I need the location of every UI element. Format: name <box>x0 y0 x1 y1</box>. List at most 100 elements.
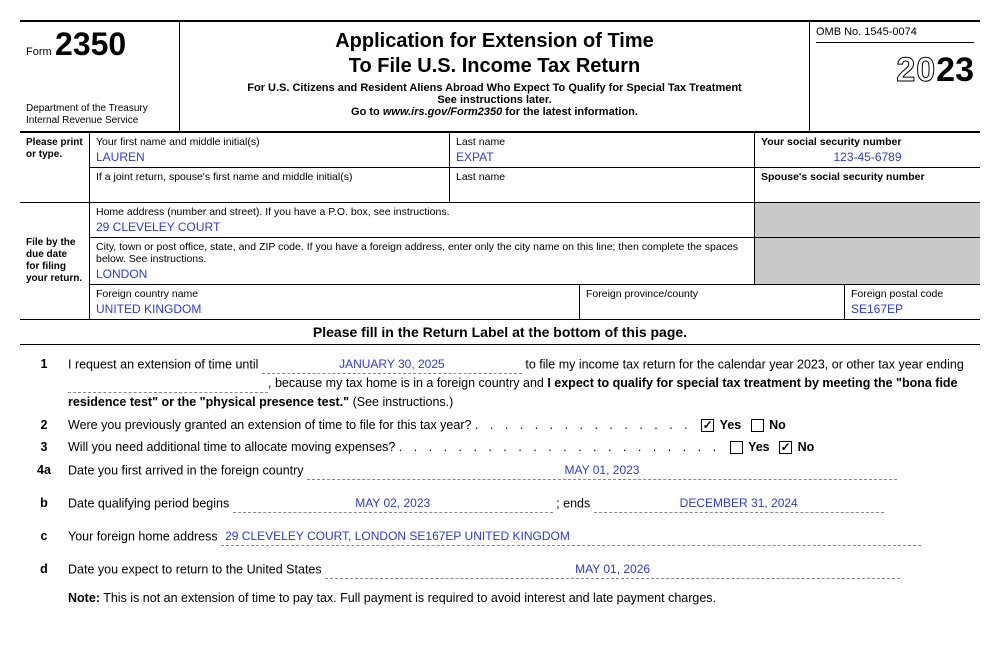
postal-value[interactable]: SE167EP <box>851 302 974 316</box>
q2-no-checkbox[interactable] <box>751 419 764 432</box>
q4a-text: Date you first arrived in the foreign co… <box>68 461 972 480</box>
q3-num: 3 <box>20 438 68 457</box>
side-please: Please print or type. <box>20 133 90 202</box>
q3-dots: . . . . . . . . . . . . . . . . . . . . … <box>399 440 720 454</box>
q4d-text: Date you expect to return to the United … <box>68 560 972 579</box>
question-4d: d Date you expect to return to the Unite… <box>20 560 972 579</box>
q2-yes-checkbox[interactable] <box>701 419 714 432</box>
question-2: 2 Were you previously granted an extensi… <box>20 416 972 435</box>
home-address-label: Home address (number and street). If you… <box>96 206 748 218</box>
q1-num: 1 <box>20 355 68 412</box>
q4a-num: 4a <box>20 461 68 480</box>
q4b-text: Date qualifying period begins MAY 02, 20… <box>68 494 972 513</box>
q4d-value[interactable]: MAY 01, 2026 <box>325 560 900 579</box>
goto-pre: Go to <box>351 106 383 118</box>
first-name-cell: Your first name and middle initial(s) LA… <box>90 133 450 167</box>
header-center: Application for Extension of Time To Fil… <box>180 22 810 131</box>
q3-text: Will you need additional time to allocat… <box>68 438 972 457</box>
dept-block: Department of the Treasury Internal Reve… <box>26 103 173 127</box>
province-label: Foreign province/county <box>586 288 838 300</box>
q1-pre: I request an extension of time until <box>68 357 262 371</box>
q4b-pre: Date qualifying period begins <box>68 496 233 510</box>
see-instructions: See instructions later. <box>188 94 801 106</box>
omb-number: OMB No. 1545-0074 <box>816 26 974 43</box>
last-name-cell: Last name EXPAT <box>450 133 755 167</box>
country-cell: Foreign country name UNITED KINGDOM <box>90 285 580 319</box>
q4c-pre: Your foreign home address <box>68 529 221 543</box>
first-name-value[interactable]: LAUREN <box>96 150 443 164</box>
q2-yes-label: Yes <box>720 418 742 432</box>
q1-tail: (See instructions.) <box>349 395 453 409</box>
q1-post: , because my tax home is in a foreign co… <box>268 376 547 390</box>
note-text: Note: This is not an extension of time t… <box>68 589 972 608</box>
q4d-pre: Date you expect to return to the United … <box>68 562 325 576</box>
q4b-num: b <box>20 494 68 513</box>
city-label: City, town or post office, state, and ZI… <box>96 241 748 265</box>
home-address-cell: Home address (number and street). If you… <box>90 203 755 237</box>
section-title: Please fill in the Return Label at the b… <box>20 320 980 345</box>
q3-no-checkbox[interactable] <box>779 441 792 454</box>
address-section: File by the due date for filing your ret… <box>20 203 980 320</box>
year-solid: 23 <box>936 51 974 89</box>
q4a-label: Date you first arrived in the foreign co… <box>68 463 307 477</box>
ssn-label: Your social security number <box>761 136 974 148</box>
form-word: Form <box>26 46 52 58</box>
form-2350: Form 2350 Department of the Treasury Int… <box>20 20 980 618</box>
q4b-mid: ; ends <box>553 496 594 510</box>
question-4c: c Your foreign home address 29 CLEVELEY … <box>20 527 972 546</box>
note-spacer <box>20 589 68 608</box>
questions-block: 1 I request an extension of time until J… <box>20 345 980 618</box>
spouse-ssn-label: Spouse's social security number <box>761 171 974 183</box>
city-value[interactable]: LONDON <box>96 267 748 281</box>
q3-yes-label: Yes <box>748 440 770 454</box>
side-fileby: File by the due date for filing your ret… <box>20 203 90 319</box>
country-label: Foreign country name <box>96 288 573 300</box>
q1-other-year[interactable] <box>68 392 268 393</box>
q4d-num: d <box>20 560 68 579</box>
spouse-last-cell: Last name <box>450 168 755 202</box>
dept-irs: Internal Revenue Service <box>26 115 173 127</box>
q2-text: Were you previously granted an extension… <box>68 416 972 435</box>
spouse-ssn-cell: Spouse's social security number <box>755 168 980 202</box>
province-value[interactable] <box>586 302 838 316</box>
province-cell: Foreign province/county <box>580 285 845 319</box>
first-name-label: Your first name and middle initial(s) <box>96 136 443 148</box>
header-left: Form 2350 Department of the Treasury Int… <box>20 22 180 131</box>
postal-label: Foreign postal code <box>851 288 974 300</box>
question-4a: 4a Date you first arrived in the foreign… <box>20 461 972 480</box>
goto-post: for the latest information. <box>502 106 638 118</box>
country-value[interactable]: UNITED KINGDOM <box>96 302 573 316</box>
tax-year: 2023 <box>816 51 974 90</box>
q3-label: Will you need additional time to allocat… <box>68 440 399 454</box>
note-bold: Note: <box>68 591 100 605</box>
question-4b: b Date qualifying period begins MAY 02, … <box>20 494 972 513</box>
ssn-cell: Your social security number 123-45-6789 <box>755 133 980 167</box>
q2-dots: . . . . . . . . . . . . . . . <box>475 418 692 432</box>
q1-date[interactable]: JANUARY 30, 2025 <box>262 355 522 374</box>
q1-text: I request an extension of time until JAN… <box>68 355 972 412</box>
title-line1: Application for Extension of Time <box>188 30 801 53</box>
q4c-value[interactable]: 29 CLEVELEY COURT, LONDON SE167EP UNITED… <box>221 527 921 546</box>
shaded-cell-2 <box>755 238 980 284</box>
spouse-first-label: If a joint return, spouse's first name a… <box>96 171 443 183</box>
q4b-end[interactable]: DECEMBER 31, 2024 <box>594 494 884 513</box>
header-right: OMB No. 1545-0074 2023 <box>810 22 980 131</box>
q4b-begin[interactable]: MAY 02, 2023 <box>233 494 553 513</box>
last-name-value[interactable]: EXPAT <box>456 150 748 164</box>
q2-no-label: No <box>769 418 786 432</box>
q4a-value[interactable]: MAY 01, 2023 <box>307 461 897 480</box>
spouse-ssn-value[interactable] <box>761 185 974 199</box>
spouse-last-value[interactable] <box>456 185 748 199</box>
shaded-cell-1 <box>755 203 980 237</box>
form-header: Form 2350 Department of the Treasury Int… <box>20 20 980 133</box>
spouse-first-value[interactable] <box>96 185 443 199</box>
q1-mid: to file my income tax return for the cal… <box>522 357 964 371</box>
spouse-first-cell: If a joint return, spouse's first name a… <box>90 168 450 202</box>
q3-yes-checkbox[interactable] <box>730 441 743 454</box>
year-outline: 20 <box>896 51 936 89</box>
q2-label: Were you previously granted an extension… <box>68 418 475 432</box>
home-address-value[interactable]: 29 CLEVELEY COURT <box>96 220 748 234</box>
q3-no-label: No <box>798 440 815 454</box>
ssn-value[interactable]: 123-45-6789 <box>761 150 974 164</box>
name-section: Please print or type. Your first name an… <box>20 133 980 203</box>
